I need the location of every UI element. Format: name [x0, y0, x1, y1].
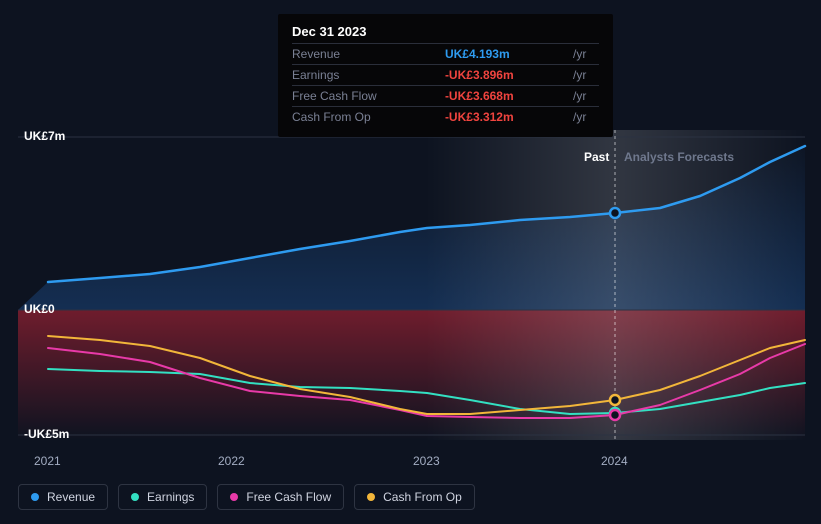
chart-container: Dec 31 2023 RevenueUK£4.193m/yrEarnings-… [0, 0, 821, 524]
tooltip-row: Cash From Op-UK£3.312m/yr [292, 107, 599, 128]
legend-label: Earnings [147, 490, 194, 504]
legend-item-fcf[interactable]: Free Cash Flow [217, 484, 344, 510]
phase-label-past: Past [584, 150, 609, 164]
legend-dot-icon [131, 493, 139, 501]
legend-dot-icon [31, 493, 39, 501]
tooltip-row-label: Earnings [292, 65, 445, 86]
legend-label: Free Cash Flow [246, 490, 331, 504]
hover-tooltip: Dec 31 2023 RevenueUK£4.193m/yrEarnings-… [278, 14, 613, 137]
legend-item-revenue[interactable]: Revenue [18, 484, 108, 510]
x-axis-label: 2021 [34, 454, 61, 468]
legend-dot-icon [367, 493, 375, 501]
tooltip-row: Free Cash Flow-UK£3.668m/yr [292, 86, 599, 107]
y-axis-label: -UK£5m [24, 427, 69, 441]
tooltip-row-unit: /yr [569, 65, 599, 86]
legend-item-earnings[interactable]: Earnings [118, 484, 207, 510]
tooltip-row-label: Cash From Op [292, 107, 445, 128]
tooltip-row-value: UK£4.193m [445, 44, 569, 65]
legend-dot-icon [230, 493, 238, 501]
tooltip-row: RevenueUK£4.193m/yr [292, 44, 599, 65]
legend-item-cfo[interactable]: Cash From Op [354, 484, 475, 510]
tooltip-row: Earnings-UK£3.896m/yr [292, 65, 599, 86]
x-axis-label: 2022 [218, 454, 245, 468]
y-axis-label: UK£7m [24, 129, 65, 143]
phase-label-forecast: Analysts Forecasts [624, 150, 734, 164]
x-axis-label: 2023 [413, 454, 440, 468]
y-axis-label: UK£0 [24, 302, 55, 316]
tooltip-row-value: -UK£3.312m [445, 107, 569, 128]
tooltip-date: Dec 31 2023 [292, 24, 599, 43]
tooltip-table: RevenueUK£4.193m/yrEarnings-UK£3.896m/yr… [292, 43, 599, 127]
legend-label: Cash From Op [383, 490, 462, 504]
x-axis-label: 2024 [601, 454, 628, 468]
tooltip-row-value: -UK£3.896m [445, 65, 569, 86]
tooltip-row-label: Revenue [292, 44, 445, 65]
tooltip-row-value: -UK£3.668m [445, 86, 569, 107]
legend-label: Revenue [47, 490, 95, 504]
legend: Revenue Earnings Free Cash Flow Cash From O… [18, 484, 475, 510]
tooltip-row-unit: /yr [569, 107, 599, 128]
tooltip-row-unit: /yr [569, 86, 599, 107]
tooltip-row-label: Free Cash Flow [292, 86, 445, 107]
tooltip-row-unit: /yr [569, 44, 599, 65]
